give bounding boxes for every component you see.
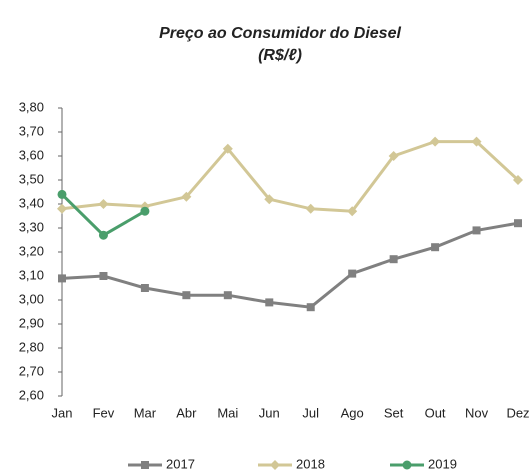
x-tick-label: Jan [52,405,73,420]
x-tick-label: Dez [506,405,529,420]
legend-label: 2018 [296,456,325,471]
chart-subtitle: (R$/ℓ) [258,47,302,64]
data-point [57,203,67,214]
x-tick-label: Jul [302,405,319,420]
data-point [57,189,67,199]
x-tick-label: Nov [465,405,489,420]
data-point [140,284,149,292]
y-tick-label: 3,30 [19,219,44,234]
x-tick-label: Set [384,405,404,420]
data-point [472,226,481,235]
series-line [61,140,520,213]
legend-marker [141,461,149,469]
legend-marker [402,460,412,470]
x-tick-label: Fev [93,405,115,420]
y-tick-label: 3,00 [19,291,44,306]
x-tick-label: Jun [259,405,280,420]
data-point [98,199,109,209]
y-tick-label: 3,40 [19,195,44,210]
data-point [98,230,108,240]
data-point [388,151,399,161]
data-point [99,272,108,280]
data-point [513,175,523,185]
data-point [305,203,316,214]
y-tick-label: 3,80 [19,99,44,114]
data-point [430,136,441,147]
data-point [223,291,232,300]
y-tick-label: 2,80 [19,339,44,354]
x-tick-label: Ago [341,405,364,420]
data-point [265,298,274,307]
y-tick-label: 3,20 [19,243,44,258]
data-point [471,136,482,147]
data-point [58,274,66,283]
data-point [181,191,192,202]
y-tick-label: 3,10 [19,267,44,282]
series-line [61,221,519,309]
chart-title: Preço ao Consumidor do Diesel [159,25,401,42]
x-tick-label: Out [425,405,446,420]
x-tick-label: Mar [134,405,157,420]
y-tick-label: 3,60 [19,147,44,162]
x-tick-label: Abr [176,405,197,420]
y-tick-label: 2,70 [19,363,44,378]
legend-marker [270,460,280,470]
data-point [264,194,275,205]
y-tick-label: 3,70 [19,123,44,138]
x-tick-label: Mai [217,405,238,420]
data-point [182,291,191,300]
data-point [306,303,315,312]
y-tick-label: 2,60 [19,387,44,402]
legend-label: 2017 [166,456,195,471]
legend-label: 2019 [428,456,457,471]
data-point [389,255,398,264]
data-point [222,143,233,154]
y-tick-label: 3,50 [19,171,44,186]
data-point [347,206,358,217]
data-point [431,243,440,252]
y-tick-label: 2,90 [19,315,44,330]
data-point [348,269,357,278]
data-point [514,219,522,228]
data-point [140,206,150,216]
